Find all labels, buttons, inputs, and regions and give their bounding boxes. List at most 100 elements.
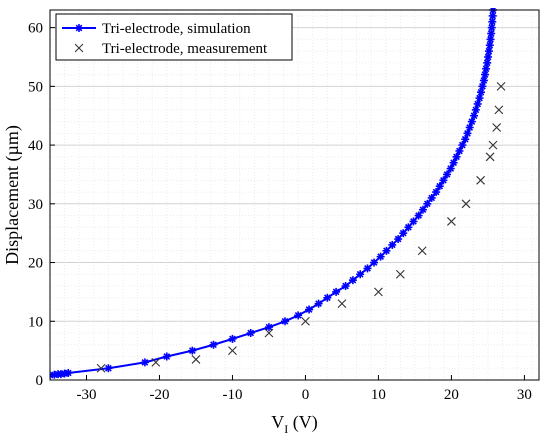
asterisk-stroke [342, 282, 349, 290]
data-point [478, 82, 487, 91]
cross-stroke [301, 316, 310, 326]
asterisk-stroke [388, 241, 396, 249]
asterisk-stroke [480, 77, 488, 84]
asterisk-stroke [485, 47, 493, 55]
data-point [404, 223, 413, 232]
asterisk-stroke [483, 59, 491, 67]
data-point [64, 368, 73, 377]
data-point [376, 252, 385, 261]
asterisk-stroke [399, 229, 407, 237]
asterisk-stroke [415, 212, 422, 219]
data-point [482, 64, 491, 73]
legend-box [55, 13, 293, 61]
asterisk-stroke [356, 270, 364, 278]
asterisk-stroke [64, 369, 72, 377]
asterisk-stroke [453, 153, 460, 161]
data-point [374, 287, 383, 297]
cross-stroke [476, 175, 486, 185]
legend-marker [75, 24, 83, 32]
cross-stroke [191, 355, 201, 364]
data-point [314, 299, 323, 308]
cross-stroke [374, 287, 383, 297]
y-tick-label: 30 [28, 197, 43, 213]
data-point [264, 328, 274, 338]
asterisk-stroke [423, 200, 431, 208]
asterisk-stroke [332, 288, 340, 296]
asterisk-stroke [466, 124, 474, 131]
asterisk-stroke [468, 118, 476, 125]
asterisk-stroke [440, 176, 447, 184]
asterisk-stroke [75, 24, 83, 32]
asterisk-stroke [383, 247, 390, 255]
asterisk-stroke [188, 347, 196, 355]
asterisk-stroke [479, 82, 486, 90]
cross-stroke [461, 199, 471, 209]
data-point [427, 193, 436, 202]
asterisk-stroke [141, 359, 149, 366]
cross-stroke [492, 123, 502, 132]
asterisk-stroke [470, 112, 478, 120]
data-point [414, 211, 423, 220]
data-point [228, 346, 237, 356]
x-tick-label: -30 [76, 387, 96, 403]
y-tick-label: 60 [28, 21, 43, 37]
data-series [50, 8, 506, 380]
asterisk-stroke [247, 329, 255, 337]
asterisk-stroke [447, 165, 455, 172]
data-point [409, 217, 418, 226]
asterisk-stroke [464, 129, 471, 137]
legend-entries: Tri-electrode, simulation Tri-electrode, … [62, 21, 268, 57]
asterisk-stroke [428, 194, 436, 202]
plot-frame [49, 9, 540, 381]
asterisk-stroke [487, 35, 494, 43]
asterisk-stroke [476, 94, 483, 102]
asterisk-stroke [488, 18, 496, 26]
asterisk-stroke [410, 218, 417, 225]
series-2 [96, 81, 506, 373]
x-tick-label: 10 [371, 387, 386, 403]
asterisk-stroke [105, 364, 112, 372]
data-point [471, 105, 480, 114]
data-point [475, 94, 484, 103]
data-point [332, 287, 341, 296]
cross-stroke [74, 43, 84, 53]
asterisk-stroke [281, 317, 289, 325]
data-point [281, 317, 290, 326]
asterisk-stroke [472, 106, 480, 114]
asterisk-stroke [364, 265, 371, 272]
x-tick-label: 30 [517, 387, 532, 403]
data-point [301, 316, 310, 326]
asterisk-stroke [315, 300, 322, 308]
x-tick-label: -20 [149, 387, 169, 403]
cross-stroke [496, 81, 506, 91]
data-point [423, 199, 432, 208]
y-tick-label: 10 [28, 314, 43, 330]
data-point [399, 229, 408, 238]
asterisk-stroke [484, 53, 492, 61]
data-point [246, 329, 255, 338]
data-point [449, 158, 458, 167]
data-point [151, 357, 161, 367]
data-point [439, 176, 448, 185]
data-point [496, 81, 506, 91]
data-point [484, 52, 493, 61]
data-point [395, 269, 405, 279]
asterisk-stroke [477, 88, 485, 96]
cross-stroke [485, 152, 495, 162]
cross-stroke [395, 269, 405, 279]
data-point [356, 270, 365, 279]
data-point [435, 182, 444, 191]
asterisk-stroke [377, 253, 384, 261]
x-axis-label: VI (V) [271, 412, 318, 436]
asterisk-stroke [488, 24, 496, 31]
data-point [348, 276, 357, 285]
data-point [104, 364, 113, 373]
x-axis-label-unit: (V) [288, 412, 318, 433]
cross-stroke [337, 299, 347, 309]
asterisk-stroke [370, 259, 378, 266]
asterisk-stroke [443, 171, 451, 178]
data-point [470, 111, 479, 120]
data-point [209, 340, 218, 349]
asterisk-stroke [487, 30, 495, 37]
